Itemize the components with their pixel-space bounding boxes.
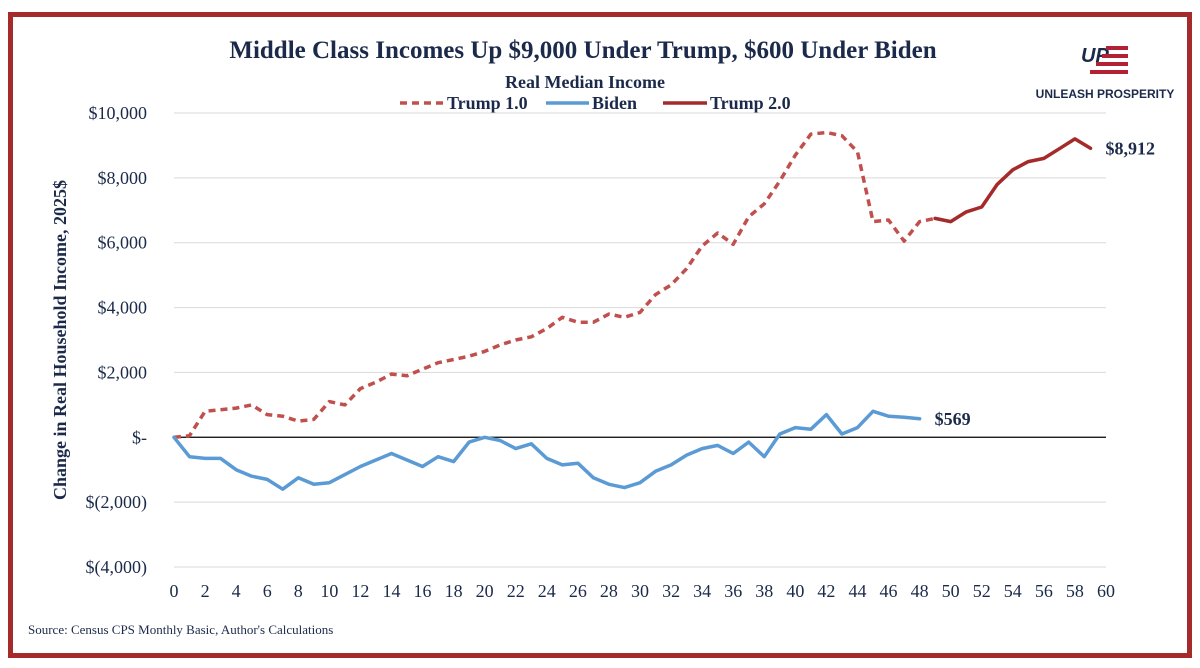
end-labels: $8,912 $569 [935,138,1155,429]
flag-stripe [1096,62,1128,66]
chart-title: Middle Class Incomes Up $9,000 Under Tru… [229,37,936,64]
x-tick-label: 12 [351,581,369,601]
x-tick-label: 18 [445,581,463,601]
x-axis-ticks: 0 2 4 6 8 10 12 14 16 18 20 22 24 26 28 30 32 34 36 38 40 42 4… [170,581,1116,601]
x-tick-label: 10 [320,581,338,601]
flag-stripe [1090,70,1128,74]
x-tick-label: 48 [911,581,929,601]
x-tick-label: 2 [201,581,210,601]
y-axis-label: Change in Real Household Income, 2025$ [50,180,70,500]
x-tick-label: 16 [414,581,432,601]
x-tick-label: 52 [973,581,991,601]
logo-text: UNLEASH PROSPERITY [1036,87,1175,101]
y-tick-label: $8,000 [98,168,148,188]
source-note: Source: Census CPS Monthly Basic, Author… [28,622,333,637]
x-tick-label: 28 [600,581,618,601]
legend-label-trump2: Trump 2.0 [710,93,791,113]
x-tick-label: 60 [1097,581,1115,601]
chart-frame [8,12,1192,658]
x-tick-label: 24 [538,581,556,601]
x-tick-label: 0 [170,581,179,601]
series-line-trump-2-0 [933,137,1093,224]
up-flag-icon: UP [1081,45,1128,74]
x-tick-label: 14 [382,581,400,601]
y-tick-label: $(4,000) [86,557,148,578]
x-tick-label: 40 [786,581,804,601]
x-tick-label: 32 [662,581,680,601]
x-tick-label: 50 [942,581,960,601]
flag-stripe [1102,54,1128,58]
chart-subtitle: Real Median Income [505,72,665,92]
x-tick-label: 26 [569,581,587,601]
x-tick-label: 30 [631,581,649,601]
x-tick-label: 42 [817,581,835,601]
x-tick-label: 56 [1035,581,1053,601]
x-tick-label: 46 [880,581,898,601]
x-tick-label: 36 [724,581,742,601]
y-tick-label: $6,000 [98,233,148,253]
legend-label-trump1: Trump 1.0 [447,93,528,113]
legend: Trump 1.0 Biden Trump 2.0 [400,93,791,113]
unleash-prosperity-logo: UP UNLEASH PROSPERITY [1036,45,1175,101]
end-label: $8,912 [1105,138,1155,158]
x-tick-label: 54 [1004,581,1022,601]
y-tick-label: $2,000 [98,362,148,382]
gridlines [174,112,1106,568]
x-tick-label: 44 [848,581,866,601]
end-label: $569 [935,409,971,429]
legend-label-biden: Biden [592,93,637,113]
x-tick-label: 34 [693,581,711,601]
y-tick-label: $- [132,427,147,447]
x-tick-label: 20 [476,581,494,601]
series-line-trump-1-0 [173,130,936,440]
x-tick-label: 22 [507,581,525,601]
series-lines [172,130,1093,491]
x-tick-label: 6 [263,581,272,601]
x-tick-label: 8 [294,581,303,601]
x-tick-label: 58 [1066,581,1084,601]
logo-mark: UP [1081,45,1109,67]
y-tick-label: $(2,000) [86,492,148,513]
y-tick-label: $4,000 [98,298,148,318]
x-tick-label: 4 [232,581,241,601]
series-line-biden [172,409,922,491]
flag-stripe [1106,46,1128,50]
x-tick-label: 38 [755,581,773,601]
y-axis-ticks: $(4,000) $(2,000) $- $2,000 $4,000 $6,000 $8,0… [86,103,148,578]
y-tick-label: $10,000 [89,103,148,123]
